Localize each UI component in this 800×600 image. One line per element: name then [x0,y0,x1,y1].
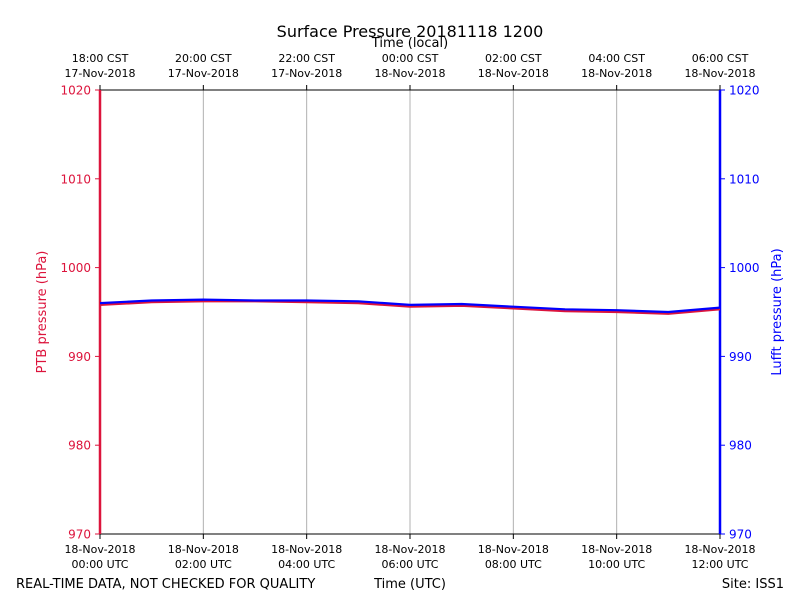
right-y-axis-label: Lufft pressure (hPa) [770,248,785,375]
top-tick-label: 17-Nov-2018 [168,67,239,80]
x-tick-label: 04:00 UTC [278,558,335,571]
right-y-tick-label: 970 [729,528,752,542]
top-tick-label: 06:00 CST [692,52,749,65]
top-tick-label: 00:00 CST [382,52,439,65]
x-tick-label: 18-Nov-2018 [684,543,755,556]
quality-disclaimer: REAL-TIME DATA, NOT CHECKED FOR QUALITY [16,577,315,592]
right-y-tick-label: 1000 [729,261,760,275]
x-tick-label: 06:00 UTC [381,558,438,571]
top-tick-label: 17-Nov-2018 [271,67,342,80]
top-tick-label: 20:00 CST [175,52,232,65]
top-tick-label: 04:00 CST [588,52,645,65]
top-axis-title: Time (local) [371,36,448,51]
top-tick-label: 18-Nov-2018 [684,67,755,80]
right-y-tick-label: 990 [729,350,752,364]
x-tick-label: 18-Nov-2018 [374,543,445,556]
bottom-x-ticks: 18-Nov-2018 00:00 UTC 18-Nov-2018 02:00 UTC… [64,534,756,571]
right-y-tick-label: 1010 [729,172,760,186]
right-y-ticks: 970 980 990 1000 1010 1020 [720,84,760,542]
top-tick-label: 02:00 CST [485,52,542,65]
top-tick-label: 18-Nov-2018 [581,67,652,80]
left-y-tick-label: 1010 [60,172,91,186]
x-tick-label: 18-Nov-2018 [581,543,652,556]
x-tick-label: 00:00 UTC [71,558,128,571]
left-y-tick-label: 970 [68,528,91,542]
left-y-tick-label: 1020 [60,84,91,98]
right-y-tick-label: 980 [729,439,752,453]
top-tick-label: 18-Nov-2018 [374,67,445,80]
x-tick-label: 12:00 UTC [691,558,748,571]
grid-lines [202,90,618,534]
top-tick-label: 17-Nov-2018 [64,67,135,80]
x-tick-label: 08:00 UTC [485,558,542,571]
left-y-tick-label: 1000 [60,261,91,275]
site-label: Site: ISS1 [722,577,784,592]
right-y-tick-label: 1020 [729,84,760,98]
top-tick-label: 18-Nov-2018 [478,67,549,80]
x-tick-label: 02:00 UTC [175,558,232,571]
lufft-pressure-line [99,298,721,314]
left-y-tick-label: 980 [68,439,91,453]
top-x-ticks: 18:00 CST 17-Nov-2018 20:00 CST 17-Nov-2018… [64,52,756,90]
x-axis-title: Time (UTC) [373,577,446,592]
chart-title: Surface Pressure 20181118 1200 [277,22,544,41]
x-tick-label: 18-Nov-2018 [271,543,342,556]
left-y-tick-label: 990 [68,350,91,364]
left-y-axis-label: PTB pressure (hPa) [35,251,50,374]
series-lines [99,298,721,315]
ptb-pressure-line [99,300,721,315]
x-tick-label: 18-Nov-2018 [168,543,239,556]
x-tick-label: 18-Nov-2018 [478,543,549,556]
left-y-ticks: 970 980 990 1000 1010 1020 [60,84,100,542]
x-tick-label: 18-Nov-2018 [64,543,135,556]
top-tick-label: 22:00 CST [278,52,335,65]
top-tick-label: 18:00 CST [72,52,129,65]
x-tick-label: 10:00 UTC [588,558,645,571]
